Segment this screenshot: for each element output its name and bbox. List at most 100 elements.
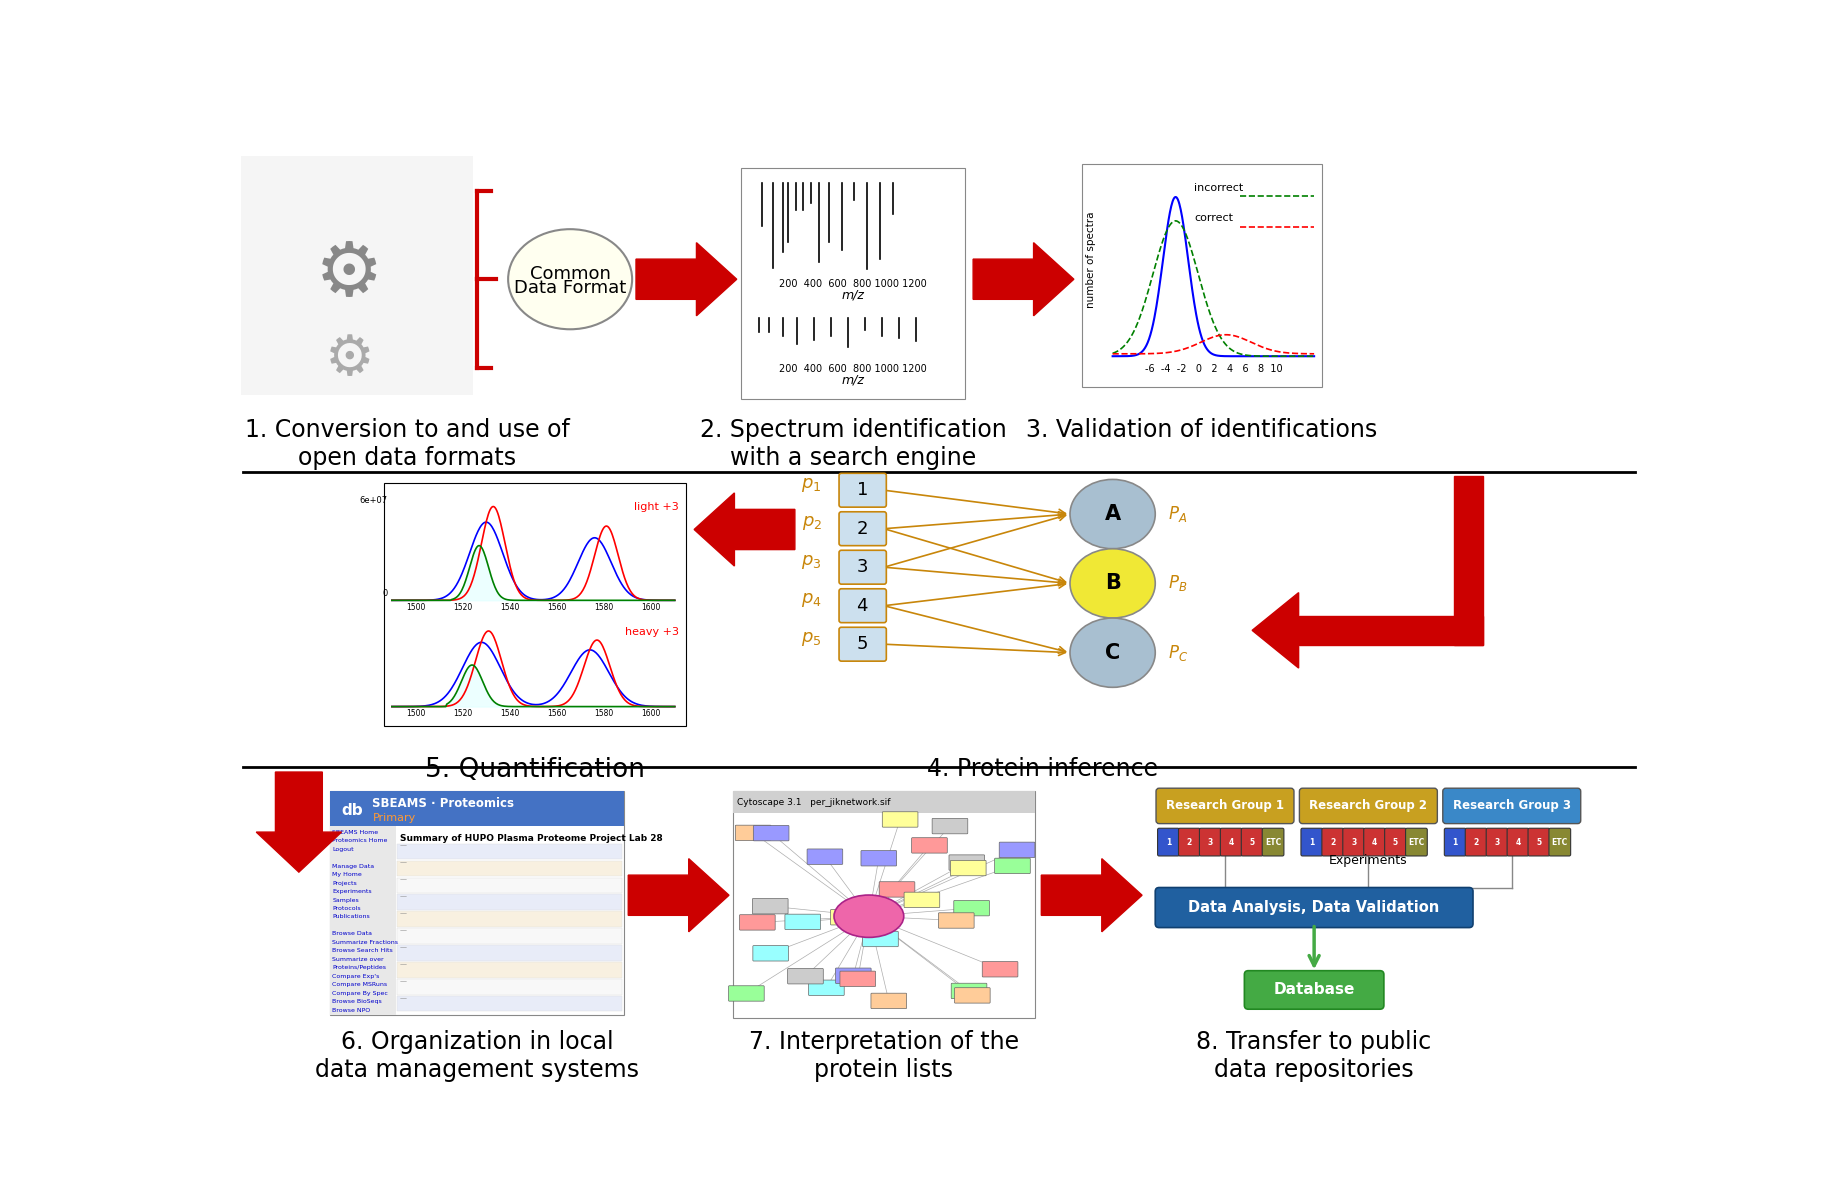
FancyBboxPatch shape: [1464, 828, 1486, 856]
Text: ETC: ETC: [1552, 838, 1566, 846]
Text: SBEAMS Home: SBEAMS Home: [332, 830, 377, 834]
FancyBboxPatch shape: [806, 849, 843, 864]
FancyBboxPatch shape: [1506, 828, 1528, 856]
Text: db: db: [341, 803, 363, 818]
FancyBboxPatch shape: [1321, 828, 1343, 856]
Text: P$_B$: P$_B$: [1167, 573, 1187, 594]
FancyBboxPatch shape: [740, 167, 965, 399]
Text: Common: Common: [529, 265, 610, 283]
FancyBboxPatch shape: [733, 791, 1035, 1019]
Text: p$_3$: p$_3$: [801, 553, 821, 571]
FancyBboxPatch shape: [932, 819, 967, 834]
Text: Manage Data: Manage Data: [332, 863, 374, 868]
FancyBboxPatch shape: [330, 826, 396, 1015]
Text: 5: 5: [1249, 838, 1253, 846]
FancyBboxPatch shape: [839, 512, 887, 545]
Text: Experiments: Experiments: [332, 889, 372, 895]
FancyBboxPatch shape: [727, 986, 764, 1002]
Polygon shape: [628, 858, 729, 932]
Text: 1. Conversion to and use of
open data formats: 1. Conversion to and use of open data fo…: [245, 418, 570, 470]
Text: B: B: [1105, 573, 1119, 594]
Text: 1: 1: [1308, 838, 1314, 846]
Text: 1: 1: [1451, 838, 1456, 846]
FancyBboxPatch shape: [1442, 789, 1579, 824]
FancyBboxPatch shape: [1178, 828, 1200, 856]
FancyBboxPatch shape: [839, 972, 876, 986]
Text: correct: correct: [1193, 213, 1233, 224]
Text: p$_4$: p$_4$: [801, 591, 821, 609]
FancyBboxPatch shape: [870, 993, 907, 1009]
Text: light +3: light +3: [634, 502, 678, 512]
FancyBboxPatch shape: [903, 892, 940, 908]
FancyBboxPatch shape: [839, 550, 887, 584]
FancyBboxPatch shape: [398, 844, 621, 858]
Ellipse shape: [1070, 479, 1154, 549]
Text: 1580: 1580: [594, 602, 614, 612]
Text: 7. Interpretation of the
protein lists: 7. Interpretation of the protein lists: [749, 1029, 1019, 1081]
Text: 3: 3: [1207, 838, 1213, 846]
FancyBboxPatch shape: [839, 627, 887, 661]
Text: C: C: [1105, 643, 1119, 662]
FancyBboxPatch shape: [830, 909, 867, 925]
FancyBboxPatch shape: [751, 898, 788, 914]
FancyBboxPatch shape: [1198, 828, 1220, 856]
FancyBboxPatch shape: [861, 850, 896, 866]
FancyBboxPatch shape: [1528, 828, 1548, 856]
Text: Database: Database: [1273, 982, 1354, 997]
FancyBboxPatch shape: [808, 980, 845, 996]
FancyBboxPatch shape: [753, 826, 788, 840]
FancyBboxPatch shape: [1158, 828, 1178, 856]
Text: —: —: [399, 927, 407, 933]
Text: Summary of HUPO Plasma Proteome Project Lab 28: Summary of HUPO Plasma Proteome Project …: [399, 833, 661, 843]
FancyBboxPatch shape: [951, 984, 986, 998]
Text: Proteomics Home: Proteomics Home: [332, 838, 387, 843]
Text: 1540: 1540: [500, 602, 518, 612]
Text: 1540: 1540: [500, 709, 518, 718]
FancyBboxPatch shape: [784, 914, 821, 929]
Text: Publications: Publications: [332, 915, 370, 920]
FancyBboxPatch shape: [995, 858, 1030, 874]
Text: 1580: 1580: [594, 709, 614, 718]
Text: —: —: [399, 961, 407, 967]
Ellipse shape: [1070, 549, 1154, 618]
Text: SBEAMS · Proteomics: SBEAMS · Proteomics: [372, 797, 515, 810]
Text: 4: 4: [856, 597, 868, 615]
Polygon shape: [973, 243, 1074, 315]
FancyBboxPatch shape: [1343, 828, 1363, 856]
Text: m/z: m/z: [841, 289, 865, 301]
FancyBboxPatch shape: [1240, 828, 1262, 856]
Text: Browse NPO: Browse NPO: [332, 1008, 370, 1013]
Polygon shape: [1251, 592, 1297, 668]
Text: —: —: [399, 860, 407, 866]
FancyBboxPatch shape: [398, 911, 621, 927]
FancyBboxPatch shape: [839, 589, 887, 622]
Text: —: —: [399, 978, 407, 984]
Text: 1600: 1600: [641, 602, 661, 612]
Text: Browse Data: Browse Data: [332, 932, 372, 937]
FancyBboxPatch shape: [938, 913, 973, 928]
Text: Research Group 2: Research Group 2: [1308, 799, 1427, 813]
FancyBboxPatch shape: [839, 473, 887, 507]
FancyBboxPatch shape: [1262, 828, 1282, 856]
Text: 2: 2: [856, 520, 868, 538]
Text: Compare By Spec: Compare By Spec: [332, 991, 388, 996]
FancyBboxPatch shape: [1444, 828, 1466, 856]
Text: 5: 5: [856, 636, 868, 654]
Text: 0: 0: [383, 590, 388, 598]
Text: 2: 2: [1185, 838, 1191, 846]
FancyBboxPatch shape: [1156, 789, 1293, 824]
Text: 4. Protein inference: 4. Protein inference: [927, 756, 1158, 780]
FancyBboxPatch shape: [1244, 970, 1383, 1009]
FancyBboxPatch shape: [738, 915, 775, 931]
Text: Projects: Projects: [332, 880, 357, 886]
FancyBboxPatch shape: [1405, 828, 1427, 856]
Text: Cytoscape 3.1   per_jiknetwork.sif: Cytoscape 3.1 per_jiknetwork.sif: [736, 797, 890, 807]
Text: —: —: [399, 877, 407, 883]
FancyBboxPatch shape: [1486, 828, 1508, 856]
Text: P$_A$: P$_A$: [1167, 504, 1187, 524]
FancyBboxPatch shape: [951, 861, 986, 875]
Text: 200  400  600  800 1000 1200: 200 400 600 800 1000 1200: [779, 279, 927, 289]
Text: 1: 1: [856, 482, 868, 500]
FancyBboxPatch shape: [911, 838, 947, 854]
Text: Research Group 1: Research Group 1: [1165, 799, 1282, 813]
